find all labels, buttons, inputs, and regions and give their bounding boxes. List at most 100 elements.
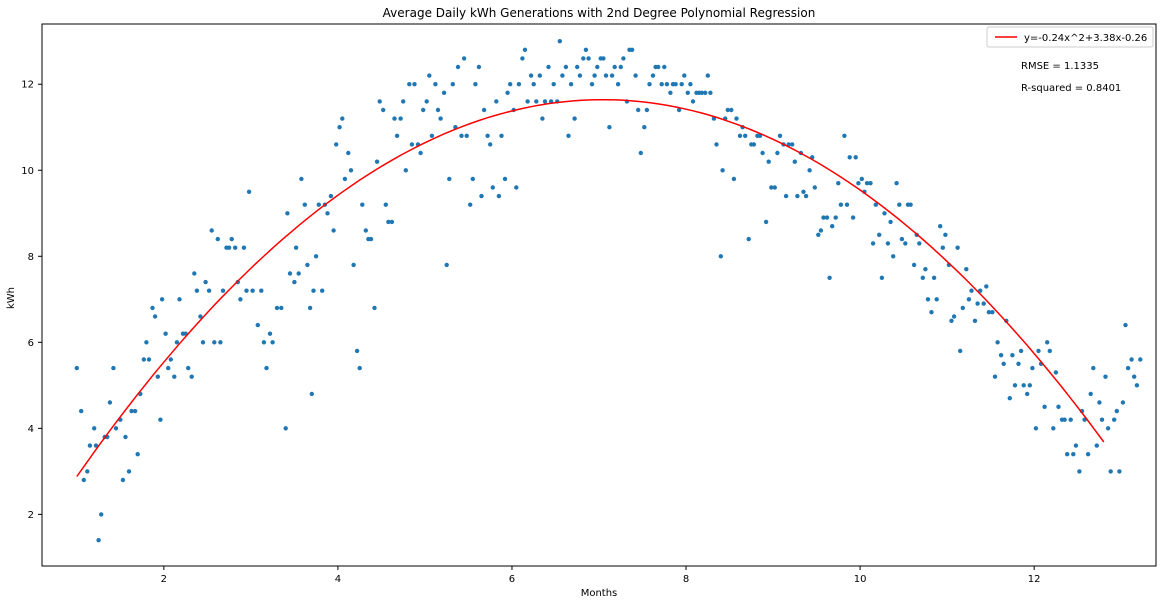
data-point xyxy=(899,236,905,242)
data-point xyxy=(908,202,913,207)
data-point xyxy=(583,47,589,52)
data-point xyxy=(155,374,160,379)
data-point xyxy=(200,340,206,345)
data-point xyxy=(566,133,571,138)
data-point xyxy=(897,202,902,207)
data-point xyxy=(250,288,255,293)
data-point xyxy=(595,64,600,70)
data-point xyxy=(856,181,861,186)
data-point xyxy=(938,224,943,229)
data-point xyxy=(192,271,197,276)
data-point xyxy=(334,142,339,147)
data-point xyxy=(525,99,530,104)
data-point xyxy=(888,219,893,225)
data-point xyxy=(302,202,307,207)
data-point xyxy=(534,99,539,104)
data-point xyxy=(357,365,362,371)
data-point xyxy=(531,82,536,87)
data-point xyxy=(132,408,138,414)
data-point xyxy=(1053,370,1059,375)
y-tick-label: 10 xyxy=(21,166,34,177)
data-point xyxy=(464,133,469,138)
data-point xyxy=(731,176,737,182)
data-point xyxy=(259,288,264,293)
data-point xyxy=(589,82,595,87)
data-point xyxy=(85,469,90,474)
data-point xyxy=(348,168,354,173)
data-point xyxy=(377,99,382,104)
data-point xyxy=(873,202,878,207)
x-tick-label: 4 xyxy=(335,574,341,585)
data-point xyxy=(194,288,200,293)
data-point xyxy=(296,271,301,276)
data-point xyxy=(766,159,771,164)
y-tick-label: 2 xyxy=(28,510,34,521)
data-point xyxy=(868,181,873,186)
data-point xyxy=(372,305,377,311)
data-point xyxy=(1123,322,1128,328)
data-point xyxy=(1030,365,1035,371)
data-point xyxy=(96,538,101,543)
data-point xyxy=(514,185,519,190)
y-tick-label: 6 xyxy=(28,338,34,349)
data-point xyxy=(838,202,844,207)
data-point xyxy=(152,314,158,319)
data-point xyxy=(629,47,635,52)
data-point xyxy=(734,116,739,121)
data-point xyxy=(354,348,360,354)
data-point xyxy=(685,90,690,96)
data-point xyxy=(305,262,310,268)
data-point xyxy=(1138,357,1143,362)
data-point xyxy=(879,275,885,280)
data-point xyxy=(934,297,939,302)
data-point xyxy=(316,202,321,207)
y-tick-label: 8 xyxy=(28,252,34,263)
data-point xyxy=(1125,365,1131,371)
data-point xyxy=(540,116,545,121)
data-point xyxy=(557,39,562,44)
data-point xyxy=(320,288,325,293)
data-point xyxy=(990,310,995,315)
data-point xyxy=(340,116,345,121)
data-point xyxy=(328,193,334,199)
data-point xyxy=(392,116,397,121)
data-point xyxy=(505,90,510,96)
data-point xyxy=(206,288,212,293)
data-point xyxy=(1068,417,1073,422)
data-point xyxy=(917,241,922,246)
data-point xyxy=(473,82,478,87)
data-point xyxy=(287,271,293,276)
data-point xyxy=(986,310,992,315)
data-point xyxy=(409,142,415,147)
x-tick-label: 12 xyxy=(1028,574,1041,585)
data-point xyxy=(1025,391,1030,397)
data-point xyxy=(244,288,249,293)
data-point xyxy=(502,176,508,182)
data-point xyxy=(1045,340,1050,345)
data-point xyxy=(163,331,168,336)
data-point xyxy=(1042,404,1047,409)
data-point xyxy=(1091,365,1096,371)
data-point xyxy=(233,245,238,250)
data-point xyxy=(949,318,954,323)
data-point xyxy=(522,47,528,52)
data-point xyxy=(720,168,725,173)
data-point xyxy=(923,267,928,272)
data-point xyxy=(1097,400,1102,405)
r-squared-annotation: R-squared = 0.8401 xyxy=(1021,83,1121,94)
data-point xyxy=(220,288,226,293)
data-point xyxy=(975,301,980,306)
data-point xyxy=(496,193,502,199)
data-point xyxy=(551,82,556,87)
data-point xyxy=(1120,400,1126,405)
data-point xyxy=(92,426,97,431)
data-point xyxy=(714,142,719,147)
data-point xyxy=(499,133,504,138)
data-point xyxy=(647,82,652,87)
data-point xyxy=(363,228,368,233)
data-point xyxy=(1036,348,1041,354)
data-point xyxy=(601,56,606,61)
data-point xyxy=(81,477,87,483)
data-point xyxy=(772,185,777,190)
data-point xyxy=(877,232,882,237)
